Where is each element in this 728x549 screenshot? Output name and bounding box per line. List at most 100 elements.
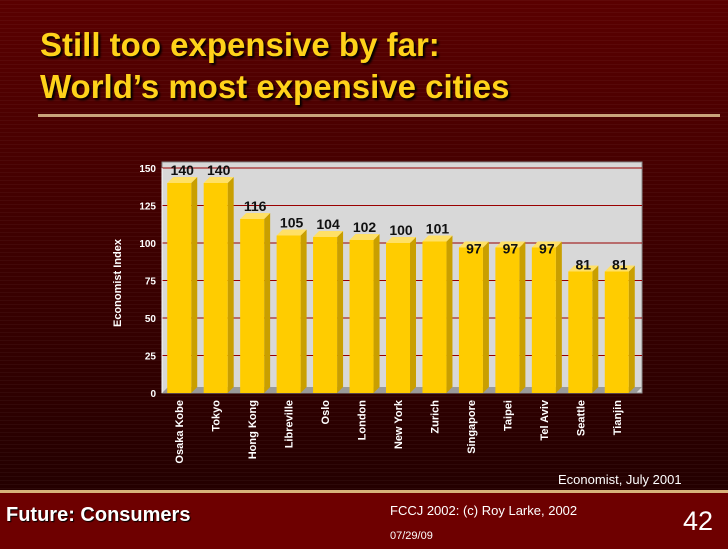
data-label: 97 [466, 241, 482, 257]
bar-front [349, 240, 374, 393]
title-line-1: Still too expensive by far: [40, 26, 440, 63]
y-tick-label: 100 [139, 239, 156, 250]
x-tick-label: Osaka Kobe [174, 400, 186, 464]
bar-top [240, 213, 271, 219]
y-axis-label: Economist Index [112, 238, 124, 327]
bar-front [495, 247, 520, 393]
data-label: 104 [316, 216, 340, 232]
bar [531, 241, 562, 393]
bar-front [604, 271, 629, 393]
y-tick-label: 75 [145, 277, 157, 288]
bar-side [191, 177, 198, 393]
x-tick-label: Oslo [320, 400, 332, 425]
bar [313, 231, 344, 393]
bar-front [276, 235, 301, 393]
data-labels: 140 140 116 105 104 102 100 101 97 97 97 81 81 [171, 162, 628, 273]
bar-front [568, 271, 593, 393]
source-note: Economist, July 2001 [558, 472, 682, 487]
y-tick-label: 150 [139, 164, 156, 175]
bar-top [531, 241, 562, 248]
bar-side [446, 235, 453, 393]
x-tick-label: Seattle [575, 400, 587, 436]
bar-front [240, 219, 265, 393]
bar-top [422, 235, 453, 242]
bar-top [604, 265, 635, 272]
x-tick-label: London [357, 400, 369, 441]
bar-front [167, 183, 192, 393]
bar [167, 177, 198, 393]
y-axis: 0 25 50 75 100 125 150 [139, 164, 163, 400]
x-tick-label: Tianjin [612, 400, 624, 436]
bar-side [628, 265, 635, 393]
bar-front [531, 247, 556, 393]
bar-top [276, 229, 307, 236]
bar [422, 235, 453, 393]
bar-top [349, 234, 380, 240]
bar-front [313, 237, 338, 393]
bar-side [410, 237, 416, 393]
bar-front [422, 241, 447, 393]
bar-side [592, 265, 599, 393]
bar [604, 265, 635, 393]
bar-chart: 0 25 50 75 100 125 150 140 140 116 105 104 102 100 10… [112, 161, 643, 463]
x-tick-label: Hong Kong [247, 400, 259, 459]
title-line-2: World’s most expensive cities [40, 68, 510, 105]
x-tick-labels: Osaka Kobe Tokyo Hong Kong Libreville Oslo Lo… [174, 399, 624, 463]
x-tick-label: New York [393, 399, 405, 449]
x-tick-label: Zurich [429, 400, 441, 434]
bar-top [203, 177, 234, 183]
bar [495, 241, 526, 393]
x-tick-label: Libreville [284, 400, 296, 448]
y-tick-label: 125 [139, 202, 156, 213]
bar-side [227, 177, 234, 393]
bar-top [167, 177, 198, 183]
bar-top [495, 241, 526, 248]
bar-top [458, 241, 489, 248]
data-label: 102 [353, 219, 377, 235]
footer-date: 07/29/09 [390, 530, 433, 542]
bar [349, 234, 380, 393]
bar-front [386, 243, 410, 393]
footer-bar [0, 490, 728, 549]
data-label: 116 [244, 198, 267, 214]
bar [568, 265, 599, 393]
data-label: 97 [539, 241, 555, 257]
bar-side [373, 234, 380, 393]
footer-copyright: FCCJ 2002: (c) Roy Larke, 2002 [390, 503, 578, 518]
y-tick-label: 25 [145, 352, 157, 363]
data-label: 101 [426, 221, 450, 237]
bar-top [568, 265, 599, 272]
x-tick-label: Singapore [466, 400, 478, 454]
bar [203, 177, 234, 393]
footer-section-title: Future: Consumers [6, 504, 191, 526]
bar [458, 241, 489, 393]
y-tick-label: 50 [145, 314, 157, 325]
page-number: 42 [683, 506, 714, 536]
bar [386, 237, 416, 393]
x-tick-label: Tokyo [211, 400, 223, 432]
x-tick-label: Tel Aviv [539, 399, 551, 440]
data-label: 81 [576, 257, 592, 273]
bar [276, 229, 307, 393]
bar-top [386, 237, 416, 243]
bar-front [203, 183, 228, 393]
bar-side [300, 229, 307, 393]
bar-top [313, 231, 344, 237]
data-label: 105 [280, 215, 304, 231]
slide-title: Still too expensive by far: World’s most… [40, 24, 510, 108]
data-label: 97 [503, 241, 519, 257]
data-label: 81 [612, 257, 628, 273]
bar-front [458, 247, 483, 393]
bar-side [337, 231, 344, 393]
title-underline [38, 114, 720, 117]
bars [167, 177, 635, 393]
bar-side [555, 241, 562, 393]
x-tick-label: Taipei [502, 400, 514, 431]
data-label: 140 [171, 162, 195, 178]
data-label: 100 [389, 222, 413, 238]
bar-side [482, 241, 489, 393]
bar-side [264, 213, 271, 393]
bar [240, 213, 271, 393]
data-label: 140 [207, 162, 231, 178]
y-tick-label: 0 [150, 389, 156, 400]
